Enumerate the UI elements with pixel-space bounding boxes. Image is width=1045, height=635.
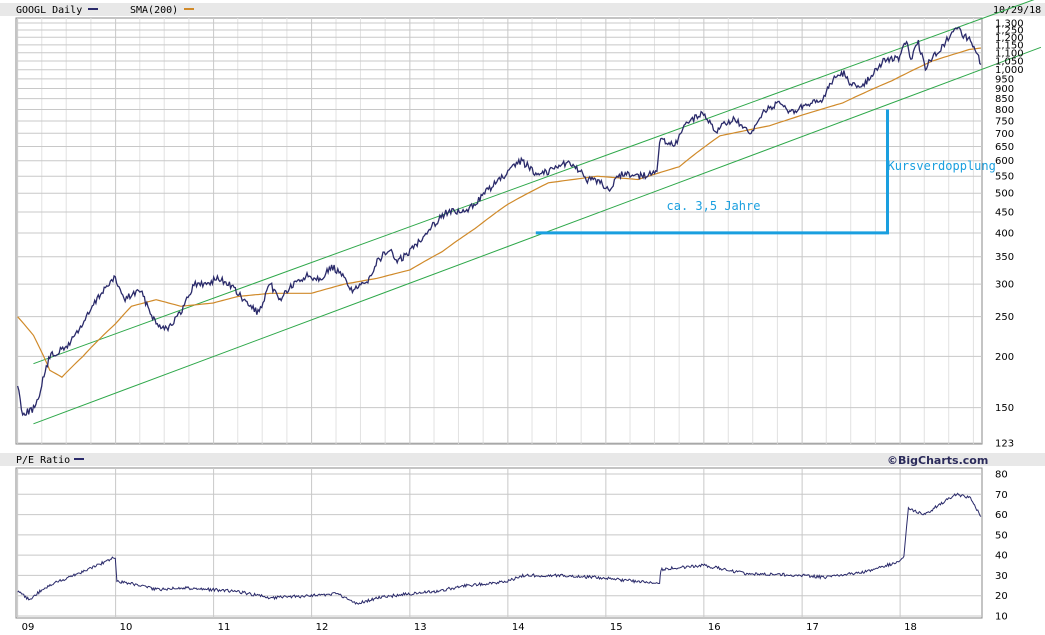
x-tick-label: 09	[22, 622, 35, 633]
x-tick-label: 10	[120, 622, 133, 633]
x-tick-label: 13	[414, 622, 427, 633]
pe-tick-label: 20	[995, 591, 1008, 602]
doubling-marker	[535, 109, 889, 235]
pe-header-bar	[0, 453, 1045, 466]
price-tick-label: 150	[995, 403, 1014, 414]
sma-label: SMA(200)	[130, 5, 178, 16]
price-plot-frame	[15, 17, 983, 445]
annotation-label: ca. 3,5 Jahre	[667, 199, 761, 213]
price-tick-label: 300	[995, 280, 1014, 291]
price-tick-label: 900	[995, 84, 1014, 95]
sma-legend-swatch	[184, 8, 194, 10]
pe-plot-frame	[15, 467, 983, 619]
pe-y-axis: 80 70 60 50 40 30 20 10	[995, 470, 1008, 623]
price-tick-label: 1,100	[995, 48, 1024, 59]
symbol-legend-swatch	[88, 8, 98, 10]
price-tick-label: 1,150	[995, 40, 1024, 51]
price-tick-label: 400	[995, 228, 1014, 239]
price-tick-label: 1,000	[995, 65, 1024, 76]
price-tick-label: 650	[995, 142, 1014, 153]
grid-layer	[16, 18, 982, 618]
price-tick-label: 950	[995, 74, 1014, 85]
price-tick-label: 1,300	[995, 19, 1024, 30]
pe-tick-label: 80	[995, 470, 1008, 481]
annotation-label: Kursverdopplung	[887, 159, 995, 173]
x-tick-label: 17	[806, 622, 819, 633]
symbol-label: GOOGL Daily	[16, 5, 82, 16]
price-tick-label: 750	[995, 116, 1014, 127]
price-tick-label: 1,050	[995, 57, 1024, 68]
brand-label: ©BigCharts.com	[887, 454, 988, 467]
price-tick-label: 600	[995, 156, 1014, 167]
price-tick-label: 1,250	[995, 25, 1024, 36]
price-tick-label: 700	[995, 129, 1014, 140]
x-tick-label: 16	[708, 622, 721, 633]
x-tick-label: 18	[904, 622, 917, 633]
x-tick-label: 12	[316, 622, 329, 633]
price-tick-label: 123	[995, 439, 1014, 450]
pe-label: P/E Ratio	[16, 455, 70, 466]
pe-tick-label: 60	[995, 510, 1008, 521]
x-tick-label: 11	[218, 622, 231, 633]
price-tick-label: 500	[995, 189, 1014, 200]
price-tick-label: 800	[995, 105, 1014, 116]
doubling-bracket	[535, 109, 889, 235]
pe-tick-label: 30	[995, 571, 1008, 582]
channel-lower-line	[33, 46, 1042, 425]
price-tick-label: 1,200	[995, 33, 1024, 44]
pe-tick-label: 70	[995, 490, 1008, 501]
price-y-axis: 1,3001,2501,2001,1501,1001,0501,00095090…	[995, 19, 1024, 450]
pe-legend-swatch	[74, 458, 84, 460]
x-tick-label: 15	[610, 622, 623, 633]
pe-tick-label: 40	[995, 551, 1008, 562]
price-tick-label: 550	[995, 172, 1014, 183]
price-header-bar	[0, 3, 1045, 16]
price-tick-label: 450	[995, 207, 1014, 218]
trend-channel	[33, 0, 1042, 425]
price-tick-label: 350	[995, 252, 1014, 263]
pe-tick-label: 50	[995, 530, 1008, 541]
price-tick-label: 200	[995, 352, 1014, 363]
annotations: Kursverdopplung ca. 3,5 Jahre	[667, 159, 996, 213]
price-tick-label: 250	[995, 312, 1014, 323]
pe-series	[17, 492, 982, 605]
x-axis: 09 10 11 12 13 14 15 16 17 18	[22, 622, 917, 633]
price-series	[16, 26, 982, 417]
channel-upper-line	[33, 0, 1035, 365]
date-label: 10/29/18	[993, 5, 1041, 16]
price-line	[16, 26, 982, 417]
pe-tick-label: 10	[995, 612, 1008, 623]
x-tick-label: 14	[512, 622, 525, 633]
pe-line	[17, 492, 982, 605]
price-tick-label: 850	[995, 94, 1014, 105]
